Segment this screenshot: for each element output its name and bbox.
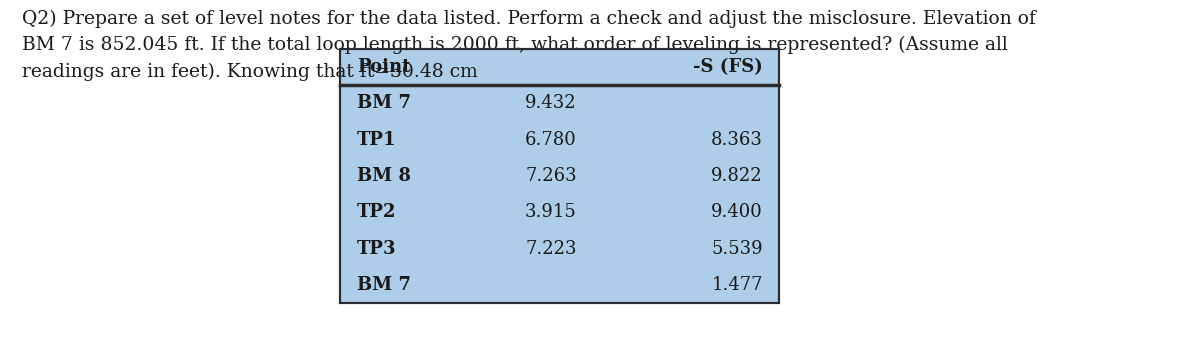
Text: TP2: TP2 [356, 203, 396, 221]
Text: BM 7: BM 7 [356, 94, 410, 112]
Text: 1.477: 1.477 [712, 276, 763, 294]
Text: 6.780: 6.780 [526, 130, 577, 149]
Text: 7.263: 7.263 [526, 167, 577, 185]
Text: TP3: TP3 [356, 240, 396, 258]
Text: 9.432: 9.432 [526, 94, 577, 112]
Text: Q2) Prepare a set of level notes for the data listed. Perform a check and adjust: Q2) Prepare a set of level notes for the… [22, 10, 1036, 81]
Text: 8.363: 8.363 [710, 130, 763, 149]
FancyBboxPatch shape [341, 49, 779, 303]
Text: BM 8: BM 8 [356, 167, 410, 185]
Text: 7.223: 7.223 [526, 240, 577, 258]
Text: TP1: TP1 [356, 130, 396, 149]
Text: 9.400: 9.400 [712, 203, 763, 221]
Text: 9.822: 9.822 [712, 167, 763, 185]
Text: BM 7: BM 7 [356, 276, 410, 294]
Text: 3.915: 3.915 [526, 203, 577, 221]
Text: Point: Point [356, 58, 410, 76]
Text: -S (FS): -S (FS) [694, 58, 763, 76]
Text: 5.539: 5.539 [712, 240, 763, 258]
